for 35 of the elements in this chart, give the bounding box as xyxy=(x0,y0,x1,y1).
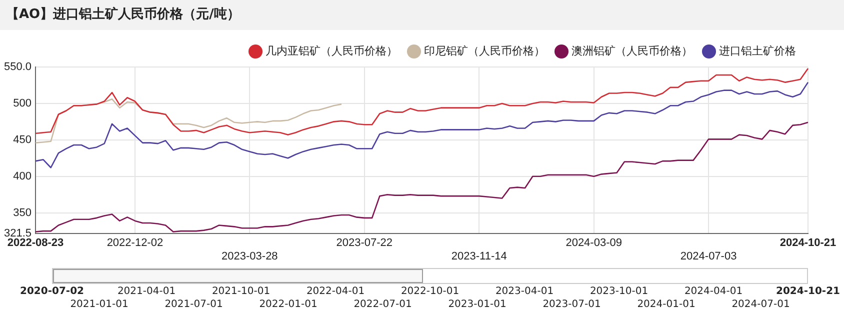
text: 2023-10-01 xyxy=(590,286,648,297)
text: 2024-10-21 xyxy=(776,286,840,297)
y-tick-label: 500 xyxy=(13,97,32,110)
x-tick-label: 2022-12-02 xyxy=(106,237,164,250)
text: 2023-07-01 xyxy=(542,299,601,310)
legend-label: 进口铝土矿价格 xyxy=(719,44,796,58)
legend-label: 澳洲铝矿（人民币价格） xyxy=(572,44,692,58)
y-tick-label: 550.0 xyxy=(4,61,32,74)
text: 2024-07-01 xyxy=(732,299,790,310)
y-tick-label: 350 xyxy=(13,206,32,219)
text: 2021-10-01 xyxy=(212,286,270,297)
y-tick-label: 450 xyxy=(13,134,32,146)
text: 2023-01-01 xyxy=(448,299,506,310)
text: 2022-10-01 xyxy=(400,286,460,297)
text: 2022-04-01 xyxy=(306,286,365,297)
text: 2023-04-01 xyxy=(495,286,554,297)
x-tick-label: 2024-07-03 xyxy=(680,250,737,262)
x-tick-label: 2023-11-14 xyxy=(451,250,507,262)
legend-label: 印尼铝矿（人民币价格） xyxy=(424,44,545,58)
chart-title: 【AO】进口铝土矿人民币价格（元/吨） xyxy=(0,0,844,30)
x-tick-label: 2024-10-21 xyxy=(780,237,836,250)
text: 2022-07-01 xyxy=(354,299,412,310)
x-tick-label: 2024-03-09 xyxy=(566,237,622,250)
text: 2022-01-01 xyxy=(259,299,318,310)
text: 2021-01-01 xyxy=(70,299,128,310)
text: 2021-07-01 xyxy=(164,299,223,310)
legend-label: 几内亚铝矿（人民币价格） xyxy=(266,44,398,58)
x-tick-label: 2023-07-22 xyxy=(336,237,393,250)
x-tick-label: 2022-08-23 xyxy=(7,237,64,250)
text: 2021-04-01 xyxy=(117,286,176,297)
text: 2024-04-01 xyxy=(684,286,743,297)
text: 2024-01-01 xyxy=(637,299,696,310)
text: 2020-07-02 xyxy=(20,286,84,297)
y-tick-label: 400 xyxy=(13,170,32,182)
x-tick-label: 2023-03-28 xyxy=(222,250,278,262)
